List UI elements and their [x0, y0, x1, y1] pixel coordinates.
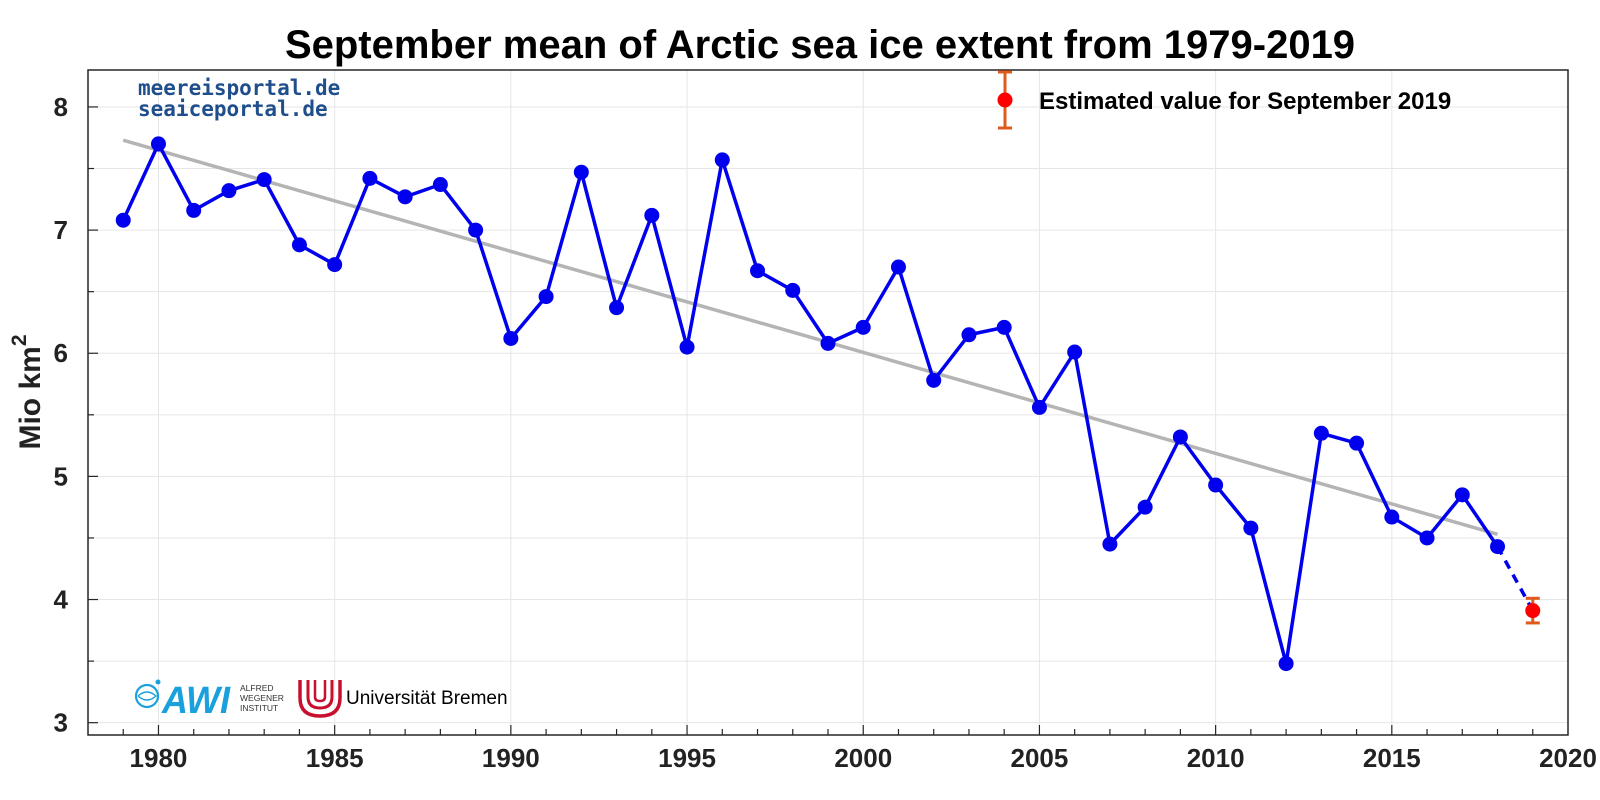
portal-url-en: seaiceportal.de	[138, 97, 328, 121]
data-point	[1172, 429, 1188, 445]
data-point	[221, 183, 237, 199]
y-tick-label: 8	[54, 92, 68, 122]
trend-line	[122, 138, 1499, 536]
x-tick-label: 2000	[834, 743, 892, 773]
awi-name-line1: ALFRED	[240, 683, 274, 693]
x-tick-label: 1995	[658, 743, 716, 773]
data-point	[1313, 425, 1329, 441]
y-tick-label: 6	[54, 338, 68, 368]
data-point	[1454, 487, 1470, 503]
estimate-connector	[1495, 545, 1535, 612]
x-tick-label: 2020	[1539, 743, 1597, 773]
portal-url-de: meereisportal.de	[138, 76, 340, 100]
data-point	[397, 189, 413, 205]
x-tick-label: 2010	[1187, 743, 1245, 773]
y-axis-label: Mio km2	[8, 334, 47, 449]
x-tick-label: 2015	[1363, 743, 1421, 773]
data-point	[1349, 435, 1365, 451]
y-tick-label: 4	[54, 585, 69, 615]
awi-name-line3: INSTITUT	[240, 703, 278, 713]
data-point	[926, 372, 942, 388]
data-point	[1243, 520, 1259, 536]
legend: Estimated value for September 2019	[997, 70, 1451, 130]
series-line	[121, 142, 1499, 666]
axis-tick-labels: 1980 1985 1990 1995 2000 2005 2010 2015 2020 3 4 5 6…	[54, 92, 1597, 773]
legend-entry-estimate: Estimated value for September 2019	[1039, 88, 1451, 115]
data-point	[714, 152, 730, 168]
data-point	[256, 172, 272, 188]
data-series-group	[115, 136, 1506, 672]
data-point	[679, 339, 695, 355]
grid-lines	[88, 70, 1568, 735]
data-point	[609, 300, 625, 316]
plot-frame	[87, 69, 1569, 736]
data-point	[538, 289, 554, 305]
awi-wordmark: AWI	[161, 680, 231, 722]
data-point	[362, 170, 378, 186]
data-point	[1031, 399, 1047, 415]
data-point	[1278, 656, 1294, 672]
data-point	[327, 257, 343, 273]
data-point	[1384, 509, 1400, 525]
legend-marker	[997, 92, 1013, 108]
trend-line-group	[122, 138, 1499, 536]
data-point	[855, 319, 871, 335]
y-tick-label: 7	[54, 215, 68, 245]
uni-bremen-label: Universität Bremen	[346, 688, 508, 709]
x-tick-label: 1990	[482, 743, 540, 773]
estimate-point	[1525, 603, 1541, 619]
data-point	[291, 237, 307, 253]
y-tick-label: 3	[54, 708, 68, 738]
data-point	[644, 207, 660, 223]
data-point	[1102, 536, 1118, 552]
uni-bremen-emblem-icon	[298, 680, 342, 718]
x-tick-label: 2005	[1011, 743, 1069, 773]
data-point	[750, 263, 766, 279]
data-point	[432, 177, 448, 193]
data-point	[890, 259, 906, 275]
data-point	[820, 335, 836, 351]
x-tick-label: 1985	[306, 743, 364, 773]
chart-title: September mean of Arctic sea ice extent …	[285, 23, 1355, 67]
data-point	[503, 330, 519, 346]
data-point	[115, 212, 131, 228]
data-point	[468, 222, 484, 238]
data-point	[150, 136, 166, 152]
data-point	[186, 202, 202, 218]
estimate-group	[1495, 545, 1541, 625]
awi-logo: AWI ALFRED WEGENER INSTITUT	[134, 679, 284, 722]
data-point	[573, 164, 589, 180]
x-tick-label: 1980	[130, 743, 188, 773]
data-point	[961, 327, 977, 343]
awi-name-line2: WEGENER	[240, 693, 284, 703]
awi-globe-icon	[134, 683, 160, 709]
axis-ticks	[88, 106, 1534, 735]
data-point	[996, 319, 1012, 335]
data-point	[785, 282, 801, 298]
uni-bremen-logo: Universität Bremen	[298, 680, 508, 718]
data-point	[1419, 530, 1435, 546]
y-tick-label: 5	[54, 461, 68, 491]
data-point	[1208, 477, 1224, 493]
data-point	[1067, 344, 1083, 360]
data-point	[1137, 499, 1153, 515]
